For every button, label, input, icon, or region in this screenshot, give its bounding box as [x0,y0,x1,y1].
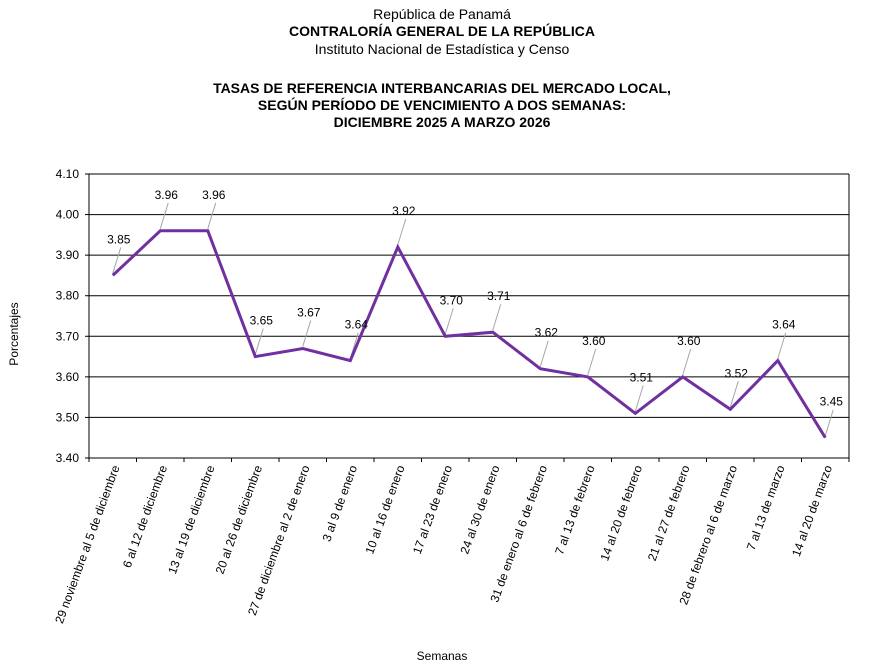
y-tick-label: 4.10 [56,167,80,181]
leader-line [444,308,454,335]
header-contraloria: CONTRALORÍA GENERAL DE LA REPÚBLICA [289,23,595,39]
y-tick-label: 3.70 [56,329,80,343]
x-tick-label: 29 noviembre al 5 de diciembre [52,463,123,625]
data-label: 3.71 [487,289,511,303]
series-line [111,229,827,439]
y-axis-ticks: 3.40 3.50 3.60 3.70 3.80 3.90 4.00 4.10 [56,167,80,465]
leader-line [207,202,217,229]
data-label: 3.45 [820,395,844,409]
x-tick-label: 10 al 16 de enero [362,463,407,556]
y-tick-label: 4.00 [56,208,80,222]
data-label: 3.64 [772,318,796,332]
gridlines [85,173,850,462]
leader-line [397,218,407,246]
x-tick-label: 13 al 19 de diciembre [165,463,218,576]
x-tick-label: 6 al 12 de diciembre [120,463,170,570]
chart-title-line-1: TASAS DE REFERENCIA INTERBANCARIAS DEL M… [213,80,671,96]
x-tick-label: 14 al 20 de febrero [597,463,645,563]
leader-line [587,348,597,376]
x-tick-label: 17 al 23 de enero [410,463,455,556]
data-label: 3.65 [250,314,274,328]
header-republic: República de Panamá [373,6,511,22]
leader-lines [112,202,834,436]
leader-line [159,202,169,229]
series [111,229,827,439]
leader-line [729,381,739,408]
x-tick-label: 7 al 13 de febrero [552,463,597,556]
leader-line [824,409,834,436]
data-labels: 3.85 3.96 3.96 3.65 3.67 3.64 3.92 3.70 3.71 3.62… [107,188,843,409]
y-tick-label: 3.50 [56,410,80,424]
data-label: 3.51 [630,370,654,384]
chart-title-line-3: DICIEMBRE 2025 A MARZO 2026 [333,114,551,130]
x-tick-label: 21 al 27 de febrero [645,463,693,563]
data-label: 3.85 [107,232,131,246]
data-label: 3.96 [155,188,179,202]
data-label: 3.60 [677,334,701,348]
data-label: 3.92 [392,204,416,218]
data-label: 3.60 [582,334,606,348]
leader-line [254,328,264,355]
x-tick-label: 24 al 30 de enero [457,463,502,556]
x-tick-label: 3 al 9 de enero [320,463,361,543]
data-label: 3.70 [440,293,464,307]
y-tick-label: 3.60 [56,370,80,384]
leader-line [539,340,549,367]
x-tick-label: 20 al 26 de diciembre [213,463,266,576]
chart-title-line-2: SEGÚN PERÍODO DE VENCIMIENTO A DOS SEMAN… [257,97,627,113]
y-tick-label: 3.40 [56,451,80,465]
data-label: 3.67 [297,305,321,319]
x-axis-label: Semanas [417,649,468,663]
leader-line [302,320,312,347]
header-institute: Instituto Nacional de Estadística y Cens… [314,41,570,57]
data-label: 3.62 [535,326,559,340]
y-tick-label: 3.90 [56,248,80,262]
data-label: 3.52 [725,366,749,380]
leader-line [492,304,502,331]
y-axis-label: Porcentajes [7,302,21,365]
data-label: 3.64 [345,318,369,332]
y-tick-label: 3.80 [56,289,80,303]
leader-line [777,332,787,359]
x-tick-label: 14 al 20 de marzo [789,463,835,558]
leader-line [634,385,644,412]
data-label: 3.96 [202,188,226,202]
x-tick-label: 31 de enero al 6 de febrero [487,463,550,604]
leader-line [682,348,692,376]
leader-line [112,247,122,274]
x-tick-label: 7 al 13 de marzo [744,463,788,552]
